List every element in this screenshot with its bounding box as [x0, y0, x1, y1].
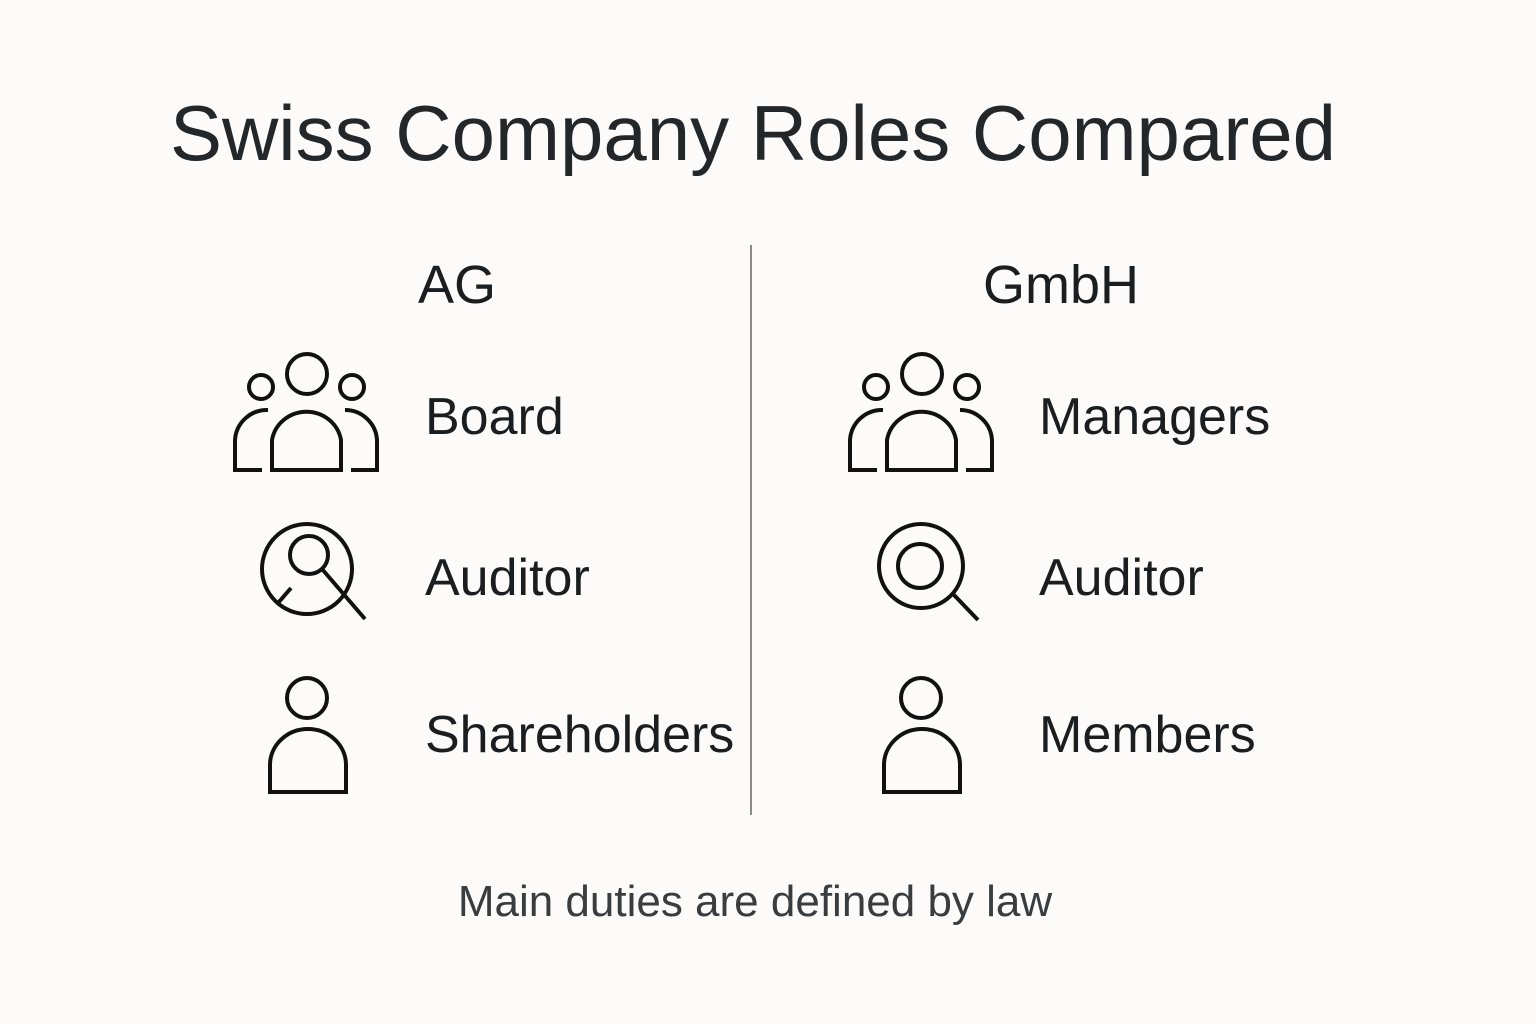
person-icon: [268, 676, 348, 794]
person-search-icon: [260, 522, 367, 621]
person-icon: [882, 676, 962, 794]
column-heading-gmbh: GmbH: [983, 255, 1140, 315]
role-label-shareholders: Shareholders: [425, 706, 735, 764]
role-label-board: Board: [425, 388, 564, 446]
role-label-auditor: Auditor: [1039, 549, 1204, 607]
magnifier-target-icon: [877, 522, 980, 622]
column-heading-ag: AG: [418, 255, 497, 315]
role-label-managers: Managers: [1039, 388, 1271, 446]
column-divider: [750, 245, 752, 815]
role-label-members: Members: [1039, 706, 1256, 764]
page-title: Swiss Company Roles Compared: [169, 89, 1337, 177]
group-icon: [233, 352, 379, 472]
footer-note: Main duties are defined by law: [457, 877, 1053, 926]
group-icon: [848, 352, 994, 472]
role-label-auditor: Auditor: [425, 549, 590, 607]
